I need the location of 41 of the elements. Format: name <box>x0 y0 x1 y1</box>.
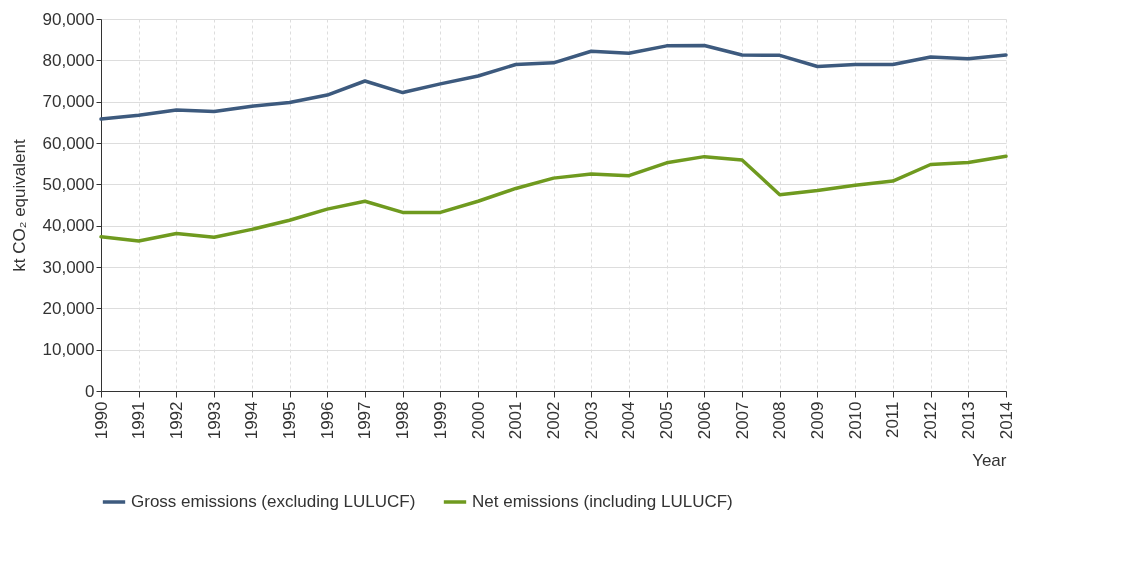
x-tick-label: 2008 <box>770 401 790 440</box>
line-series <box>99 43 1008 121</box>
x-tick-label: 1999 <box>430 401 450 440</box>
x-tick-label: 2013 <box>958 401 978 440</box>
y-tick-label: 30,000 <box>42 257 95 277</box>
y-axis-title: kt CO₂ equivalent <box>9 139 29 272</box>
x-tick-label: 2004 <box>619 401 639 440</box>
y-tick-label: 70,000 <box>42 92 95 112</box>
x-tick-label: 2007 <box>732 401 752 440</box>
line-series <box>99 154 1008 243</box>
x-axis-title: Year <box>972 451 1007 471</box>
x-tick-label: 1993 <box>204 401 224 440</box>
legend-label: Gross emissions (excluding LULUCF) <box>131 492 416 511</box>
y-tick-label: 20,000 <box>42 298 95 318</box>
x-tick-label: 2009 <box>807 401 827 440</box>
x-tick-label: 1996 <box>317 401 337 440</box>
x-tick-label: 1990 <box>91 401 111 440</box>
x-tick-label: 2003 <box>581 401 601 440</box>
x-tick-label: 2005 <box>657 401 677 440</box>
x-tick-label: 1997 <box>355 401 375 440</box>
x-tick-label: 1994 <box>242 401 262 440</box>
y-tick-label: 10,000 <box>42 340 95 360</box>
y-tick-label: 90,000 <box>42 9 95 29</box>
x-tick-label: 1998 <box>393 401 413 440</box>
x-tick-label: 2002 <box>544 401 563 440</box>
y-tick-label: 0 <box>85 381 95 401</box>
y-tick-label: 60,000 <box>42 133 95 153</box>
x-tick-label: 2011 <box>883 401 903 439</box>
x-tick-label: 1991 <box>129 401 149 440</box>
x-tick-label: 2012 <box>921 401 941 440</box>
y-tick-label: 50,000 <box>42 174 95 194</box>
x-tick-label: 2000 <box>468 401 488 440</box>
x-tick-label: 1995 <box>280 401 300 440</box>
legend-label: Net emissions (including LULUCF) <box>472 492 733 511</box>
x-tick-label: 2006 <box>694 401 714 440</box>
x-tick-label: 1992 <box>166 401 186 440</box>
x-tick-label: 2001 <box>506 401 526 440</box>
y-tick-label: 80,000 <box>42 50 95 70</box>
x-tick-label: 2014 <box>996 401 1016 440</box>
y-tick-label: 40,000 <box>42 216 95 236</box>
x-tick-label: 2010 <box>845 401 865 440</box>
